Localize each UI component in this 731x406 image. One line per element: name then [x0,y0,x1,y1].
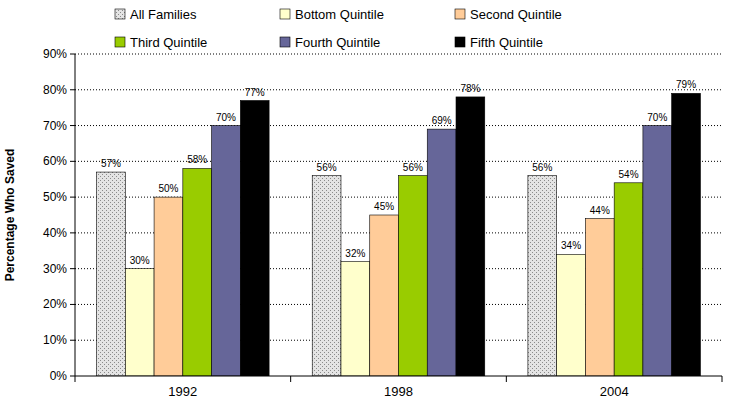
bar [427,129,456,376]
data-label: 34% [561,240,581,251]
y-tick-label: 30% [43,262,67,276]
y-tick [70,232,75,233]
data-label: 32% [345,248,365,259]
y-tick-label: 0% [50,369,68,383]
bar [125,269,154,376]
x-axis [75,376,722,377]
bar [399,176,428,376]
x-tick-label: 1992 [168,384,197,399]
grid-line [75,54,722,55]
bar [557,254,586,376]
data-label: 45% [374,201,394,212]
data-label: 50% [158,183,178,194]
y-tick-label: 60% [43,154,67,168]
grid: 0% 10% 20% 30% 40% 50% 60% 70% 80% 90% [43,47,722,383]
legend-label: Third Quintile [130,35,207,50]
bar [614,183,643,376]
y-tick [70,340,75,341]
data-label: 56% [403,162,423,173]
grid-line [75,161,722,162]
data-label: 70% [216,112,236,123]
bar [672,93,701,376]
y-tick-label: 40% [43,226,67,240]
data-label: 79% [676,79,696,90]
legend-swatch [115,9,125,19]
y-tick-label: 10% [43,333,67,347]
legend-label: Fifth Quintile [470,35,543,50]
bar [154,197,183,376]
legend-label: Fourth Quintile [295,35,380,50]
grid-line [75,89,722,90]
y-tick [70,376,75,377]
y-tick [70,304,75,305]
chart-container: 0% 10% 20% 30% 40% 50% 60% 70% 80% 90% 57% 56% 56% 30… [0,0,731,406]
x-tick [722,376,723,382]
bar [528,176,557,376]
bar [97,172,126,376]
data-label: 78% [460,83,480,94]
bar [643,126,672,376]
x-tick-label: 2004 [600,384,629,399]
x-tick [290,376,291,382]
y-tick [70,89,75,90]
bar [341,262,370,376]
bar [240,101,269,376]
legend-swatch [115,37,125,47]
data-label: 30% [130,255,150,266]
data-label: 56% [317,162,337,173]
grid-line [75,125,722,126]
data-label: 69% [432,115,452,126]
y-tick [70,268,75,269]
y-axis [75,54,76,376]
y-tick-label: 50% [43,190,67,204]
y-tick-label: 80% [43,83,67,97]
x-tick [506,376,507,382]
bar [183,168,212,376]
y-tick [70,125,75,126]
y-tick-label: 90% [43,47,67,61]
legend-swatch [280,9,290,19]
bar [212,126,241,376]
y-axis-label: Percentage Who Saved [3,149,17,282]
legend: All Families Bottom Quintile Second Quinti… [115,7,562,50]
y-tick-label: 70% [43,119,67,133]
axes: 1992 1998 2004 [75,54,722,399]
chart: 0% 10% 20% 30% 40% 50% 60% 70% 80% 90% 57% 56% 56% 30… [0,0,731,406]
legend-swatch [455,37,465,47]
bars [97,93,701,376]
y-tick-label: 20% [43,297,67,311]
data-labels: 57% 56% 56% 30% 32% 34% 50% 45% 44% 58% 56% 54% 70% 6… [101,79,696,265]
data-label: 70% [647,112,667,123]
x-tick-label: 1998 [384,384,413,399]
x-tick [75,376,76,382]
data-label: 54% [619,169,639,180]
bar [456,97,485,376]
data-label: 77% [245,87,265,98]
data-label: 57% [101,158,121,169]
legend-label: Bottom Quintile [295,7,384,22]
data-label: 44% [590,205,610,216]
bar [312,176,341,376]
legend-label: Second Quintile [470,7,562,22]
bar [370,215,399,376]
y-tick [70,161,75,162]
legend-swatch [280,37,290,47]
legend-label: All Families [130,7,197,22]
legend-swatch [455,9,465,19]
data-label: 56% [532,162,552,173]
bar [585,219,614,376]
y-tick [70,197,75,198]
data-label: 58% [187,154,207,165]
y-tick [70,54,75,55]
